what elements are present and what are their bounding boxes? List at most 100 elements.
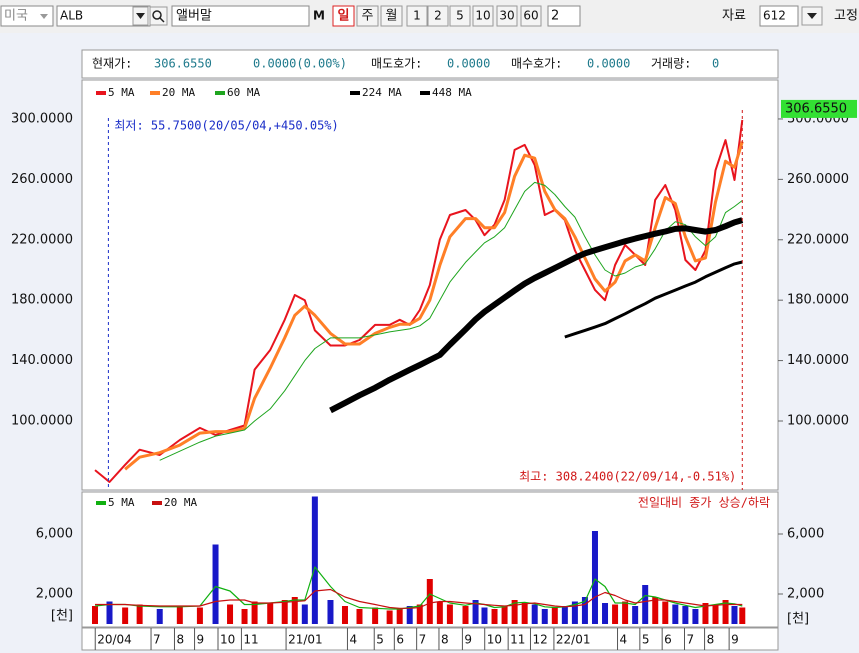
y-tick-label: 260.0000 bbox=[11, 172, 73, 187]
y-tick-label: 6,000 bbox=[36, 527, 73, 542]
info-value: 0.0000 bbox=[587, 57, 630, 71]
info-value: 0.0000 bbox=[447, 57, 490, 71]
volume-bar bbox=[227, 604, 234, 624]
volume-bar bbox=[212, 544, 219, 624]
volume-bar bbox=[722, 600, 729, 624]
data-count: 612 bbox=[763, 9, 786, 23]
volume-bar bbox=[196, 607, 203, 624]
volume-bar bbox=[652, 597, 659, 624]
y-tick-label: 260.0000 bbox=[787, 172, 849, 187]
unit-label: [천] bbox=[787, 612, 809, 627]
info-bar bbox=[81, 49, 779, 79]
y-tick-label: 2,000 bbox=[787, 587, 824, 602]
volume-bar bbox=[602, 603, 609, 624]
legend-label: 5 MA bbox=[108, 86, 135, 99]
unit-label: [천] bbox=[51, 609, 73, 624]
interval-button[interactable] bbox=[496, 5, 518, 27]
volume-bar bbox=[122, 607, 129, 624]
y-tick-label: 100.0000 bbox=[787, 413, 849, 428]
legend-label: 20 MA bbox=[164, 496, 197, 509]
info-label: 현재가: bbox=[92, 57, 132, 71]
y-tick-label: 180.0000 bbox=[787, 293, 849, 308]
x-tick-label: 11 bbox=[243, 633, 258, 647]
data-count-input[interactable] bbox=[759, 5, 799, 27]
last-price-label: 306.6550 bbox=[785, 101, 847, 116]
interval-button[interactable] bbox=[427, 5, 449, 27]
date-axis bbox=[81, 627, 779, 651]
volume-bar bbox=[472, 600, 479, 624]
volume-bar bbox=[571, 601, 578, 624]
x-tick-label: 10 bbox=[220, 633, 235, 647]
last-price-tag bbox=[781, 99, 857, 118]
period-label: 월 bbox=[386, 9, 398, 24]
market: 미국 bbox=[4, 9, 28, 24]
dropdown-icon bbox=[136, 13, 145, 19]
interval-label: 10 bbox=[475, 9, 490, 23]
x-tick-label: 8 bbox=[707, 633, 715, 647]
legend-label: 5 MA bbox=[108, 496, 135, 509]
volume-bar bbox=[241, 609, 248, 624]
ma-line bbox=[564, 260, 743, 339]
ma-line bbox=[159, 181, 743, 461]
interval-label: 5 bbox=[456, 9, 464, 23]
low-label: 최저: 55.7500(20/05/04,+450.05%) bbox=[114, 119, 338, 133]
legend-label: 448 MA bbox=[432, 86, 472, 99]
volume-bar bbox=[426, 579, 433, 624]
period-button[interactable] bbox=[380, 5, 403, 27]
x-tick-label: 7 bbox=[419, 633, 427, 647]
volume-bar bbox=[301, 604, 308, 624]
volume-bar bbox=[176, 606, 183, 624]
interval-button[interactable] bbox=[520, 5, 542, 27]
period-button[interactable] bbox=[332, 5, 355, 27]
data-label: 자료 bbox=[722, 9, 746, 24]
y-tick-label: 6,000 bbox=[787, 527, 824, 542]
interval-button[interactable] bbox=[406, 5, 428, 27]
search-icon bbox=[152, 10, 162, 20]
interval-label: 60 bbox=[523, 9, 538, 23]
period-label: 주 bbox=[362, 9, 374, 24]
y-tick-label: 220.0000 bbox=[11, 232, 73, 247]
volume-bar bbox=[267, 603, 274, 624]
ma-line bbox=[329, 217, 744, 414]
high-label: 최고: 308.2400(22/09/14,-0.51%) bbox=[519, 470, 736, 484]
interval-input[interactable] bbox=[547, 5, 581, 27]
volume-bar bbox=[521, 603, 528, 624]
interval-button[interactable] bbox=[449, 5, 471, 27]
volume-bar bbox=[682, 606, 689, 624]
fixed-label[interactable]: 고정 bbox=[834, 9, 858, 24]
volume-bar bbox=[281, 600, 288, 624]
y-tick-label: 100.0000 bbox=[11, 413, 73, 428]
x-tick-label: 6 bbox=[664, 633, 672, 647]
volume-bar bbox=[632, 606, 639, 624]
volume-bar bbox=[356, 609, 363, 624]
volume-bar bbox=[642, 585, 649, 624]
period-button[interactable] bbox=[356, 5, 379, 27]
stock-name: 앨버말 bbox=[176, 9, 212, 24]
x-tick-label: 21/01 bbox=[288, 633, 323, 647]
volume-bar bbox=[462, 606, 469, 624]
x-tick-label: 6 bbox=[396, 633, 404, 647]
interval-button[interactable] bbox=[472, 5, 494, 27]
volume-bar bbox=[136, 604, 143, 624]
info-label: 거래량: bbox=[651, 57, 691, 71]
m-button[interactable]: M bbox=[313, 9, 325, 23]
name-field bbox=[171, 5, 310, 27]
y-tick-label: 140.0000 bbox=[11, 353, 73, 368]
legend-label: 20 MA bbox=[162, 86, 195, 99]
interval-value: 2 bbox=[551, 9, 559, 24]
x-tick-label: 4 bbox=[349, 633, 357, 647]
volume-bar bbox=[416, 604, 423, 624]
volume-bar bbox=[561, 606, 568, 624]
volume-bar bbox=[692, 609, 699, 624]
volume-bar bbox=[731, 606, 738, 624]
symbol: ALB bbox=[60, 9, 83, 23]
x-tick-label: 10 bbox=[487, 633, 502, 647]
market-select[interactable] bbox=[0, 5, 54, 27]
volume-bar bbox=[702, 603, 709, 624]
volume-bar bbox=[511, 600, 518, 624]
volume-bar bbox=[251, 601, 258, 624]
info-value: 0 bbox=[712, 57, 719, 71]
search-icon bbox=[159, 17, 165, 23]
volume-bar bbox=[446, 604, 453, 624]
